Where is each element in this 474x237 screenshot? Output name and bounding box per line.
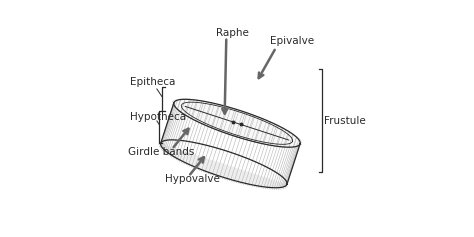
Text: Raphe: Raphe bbox=[216, 28, 248, 38]
Text: Frustule: Frustule bbox=[323, 116, 365, 126]
Polygon shape bbox=[174, 99, 300, 147]
Text: Epivalve: Epivalve bbox=[270, 36, 314, 46]
Text: Hypovalve: Hypovalve bbox=[165, 174, 219, 184]
Polygon shape bbox=[161, 103, 300, 188]
Text: Girdle bands: Girdle bands bbox=[128, 147, 194, 157]
Text: Hypotheca: Hypotheca bbox=[130, 112, 186, 122]
Text: Epitheca: Epitheca bbox=[130, 77, 176, 87]
